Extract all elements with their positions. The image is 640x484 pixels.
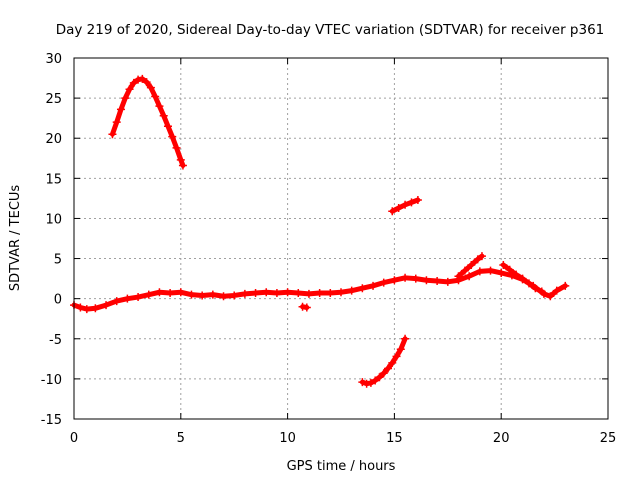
y-tick-label: 25 [45, 92, 62, 107]
chart-title: Day 219 of 2020, Sidereal Day-to-day VTE… [56, 22, 605, 38]
series-morning-arc [108, 75, 186, 170]
y-tick-label: -10 [41, 373, 62, 388]
series-main-track [70, 267, 569, 314]
data-point [294, 289, 302, 297]
x-tick-label: 10 [279, 431, 296, 446]
y-tick-label: 10 [45, 212, 62, 227]
x-tick-label: 5 [177, 431, 185, 446]
data-point [166, 289, 174, 297]
plot-frame [74, 58, 608, 419]
data-point [305, 290, 313, 298]
data-point [433, 277, 441, 285]
series-band [112, 79, 182, 166]
x-tick-label: 25 [600, 431, 617, 446]
x-tick-label: 0 [70, 431, 78, 446]
series-small-blob [299, 303, 311, 312]
ticks: 0 5 10 15 20 25 -15 -10 -5 0 5 10 15 20 25 30 [41, 52, 617, 446]
y-tick-label: 5 [54, 253, 62, 268]
data-point [262, 288, 270, 296]
y-axis-label: SDTVAR / TECUs [8, 185, 23, 292]
x-tick-label: 20 [493, 431, 510, 446]
x-axis-label: GPS time / hours [287, 459, 396, 474]
data-point [316, 289, 324, 297]
data-point [284, 288, 292, 296]
x-tick-label: 15 [386, 431, 403, 446]
data-point [252, 289, 260, 297]
data-layer [70, 75, 569, 388]
y-tick-label: 0 [54, 293, 62, 308]
series-dip-branch [499, 261, 545, 295]
y-tick-label: 15 [45, 172, 62, 187]
y-tick-label: 20 [45, 132, 62, 147]
series-low-arc [358, 335, 409, 388]
grid [74, 58, 608, 419]
data-point [326, 289, 334, 297]
y-tick-label: -15 [41, 413, 62, 428]
y-tick-label: 30 [45, 52, 62, 67]
series-mid-segment [388, 196, 422, 215]
data-point [273, 289, 281, 297]
chart-svg: Day 219 of 2020, Sidereal Day-to-day VTE… [0, 0, 640, 480]
y-tick-label: -5 [49, 333, 62, 348]
chart: Day 219 of 2020, Sidereal Day-to-day VTE… [0, 0, 640, 480]
